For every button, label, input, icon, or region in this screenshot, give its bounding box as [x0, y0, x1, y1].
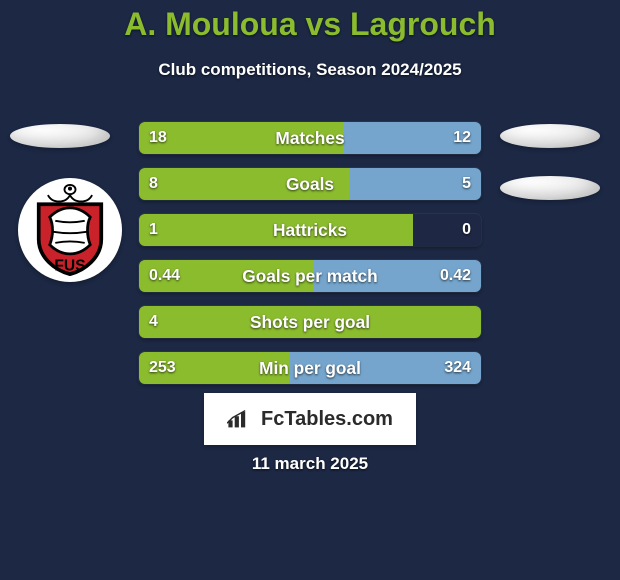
stat-label: Hattricks [139, 214, 481, 246]
stat-value-left: 4 [149, 306, 158, 338]
stat-row: Min per goal253 324 [139, 352, 481, 384]
stat-value-right: 324 [444, 352, 471, 384]
stat-label: Matches [139, 122, 481, 154]
bar-chart-icon [227, 409, 255, 429]
stat-value-left: 0.44 [149, 260, 180, 292]
player-photo-right-placeholder [500, 124, 600, 148]
player-photo-left-placeholder [10, 124, 110, 148]
club-logo-right-placeholder [500, 176, 600, 200]
stat-row: Goals8 5 [139, 168, 481, 200]
stat-row: Goals per match0.44 0.42 [139, 260, 481, 292]
page-subtitle: Club competitions, Season 2024/2025 [0, 60, 620, 80]
stat-row: Shots per goal4 [139, 306, 481, 338]
comparison-card: A. Mouloua vs Lagrouch Club competitions… [0, 0, 620, 580]
watermark-text: FcTables.com [261, 408, 393, 431]
club-initials: FUS [54, 257, 85, 274]
stat-label: Goals [139, 168, 481, 200]
stat-rows: Matches18 12 Goals8 5 Hattricks1 0 Goals per m… [139, 122, 481, 398]
stat-value-right: 0 [462, 214, 471, 246]
stat-label: Goals per match [139, 260, 481, 292]
stat-row: Matches18 12 [139, 122, 481, 154]
stat-value-right: 12 [453, 122, 471, 154]
stat-row: Hattricks1 0 [139, 214, 481, 246]
page-title: A. Mouloua vs Lagrouch [0, 6, 620, 43]
stat-label: Min per goal [139, 352, 481, 384]
stat-value-right: 0.42 [440, 260, 471, 292]
club-logo-left: FUS [18, 178, 122, 282]
date-stamp: 11 march 2025 [0, 454, 620, 474]
stat-value-left: 1 [149, 214, 158, 246]
club-badge-icon: FUS [24, 184, 116, 276]
watermark: FcTables.com [204, 393, 416, 445]
stat-value-right: 5 [462, 168, 471, 200]
stat-value-left: 253 [149, 352, 176, 384]
stat-label: Shots per goal [139, 306, 481, 338]
stat-value-left: 18 [149, 122, 167, 154]
stat-value-left: 8 [149, 168, 158, 200]
